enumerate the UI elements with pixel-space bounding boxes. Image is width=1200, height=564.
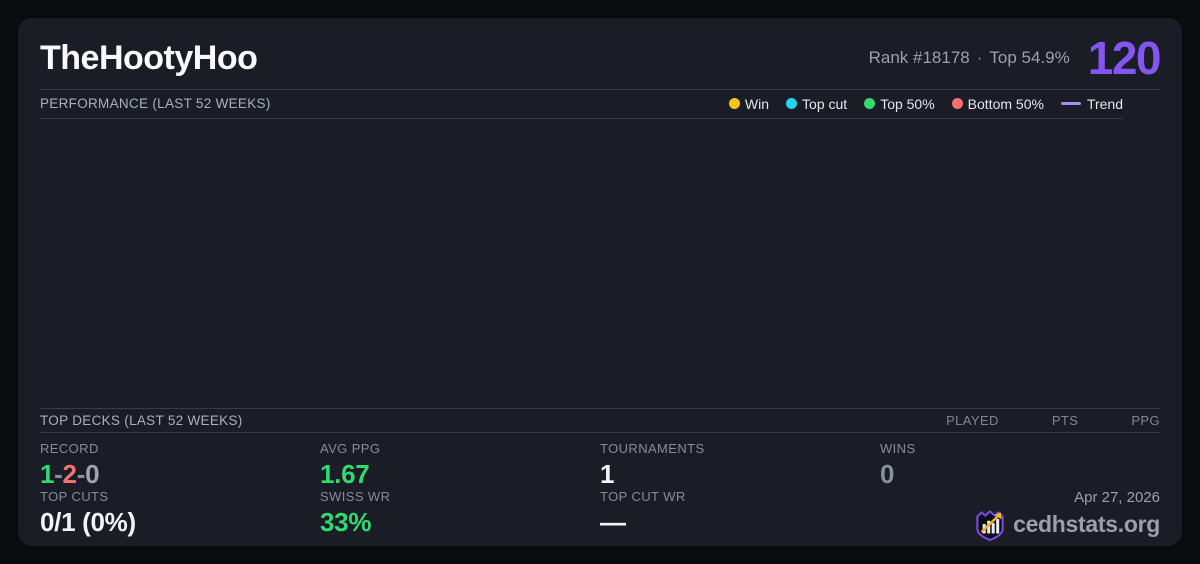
stat-avg-ppg: AVG PPG 1.67: [320, 441, 600, 489]
legend-label: Top cut: [802, 95, 848, 112]
bottom-50-dot-icon: [951, 98, 963, 109]
legend-item-trend: Trend: [1060, 95, 1123, 112]
stat-label: RECORD: [40, 441, 99, 456]
top-cuts-value: 0/1 (0%): [40, 506, 136, 537]
top-cut-wr-value: —: [600, 506, 626, 537]
win-dot-icon: [728, 98, 740, 109]
record-losses: 2: [62, 459, 77, 489]
performance-divider: [40, 118, 1123, 119]
column-header-ppg: PPG: [1131, 412, 1160, 428]
brand-name: cedhstats.org: [1013, 511, 1160, 538]
stat-label: TOURNAMENTS: [600, 441, 705, 456]
column-header-pts: PTS: [1051, 412, 1079, 428]
rank-number: Rank #18178: [868, 47, 970, 67]
stat-tournaments: TOURNAMENTS 1: [600, 441, 880, 489]
stat-label: WINS: [880, 441, 916, 456]
top-decks-bottom-divider: [40, 432, 1160, 433]
performance-chart: [40, 119, 1160, 408]
brand-row: cedhstats.org: [975, 509, 1160, 541]
top-decks-column-headers: PLAYED PTS PPG: [946, 413, 1160, 428]
performance-section-title: PERFORMANCE (LAST 52 WEEKS): [40, 96, 271, 111]
player-name: TheHootyHoo: [40, 38, 258, 77]
legend-item-top-50: Top 50%: [864, 95, 935, 112]
stats-grid: RECORD 1-2-0 AVG PPG 1.67 TOURNAMENTS 1 …: [40, 432, 1160, 541]
card-date: Apr 27, 2026: [1074, 488, 1160, 506]
percentile-text: Top 54.9%: [989, 47, 1070, 67]
record-dash: -: [76, 459, 86, 489]
card-header: TheHootyHoo Rank #18178 · Top 54.9% 120: [40, 18, 1162, 89]
legend-label: Bottom 50%: [967, 95, 1044, 112]
column-header-played: PLAYED: [946, 412, 999, 428]
record-wins: 1: [40, 459, 55, 489]
cedhstats-logo-icon: [976, 509, 1004, 541]
record-value: 1-2-0: [40, 460, 320, 489]
header-right: Rank #18178 · Top 54.9% 120: [869, 31, 1162, 84]
tournaments-value: 1: [600, 459, 615, 489]
stat-label: SWISS WR: [320, 488, 391, 504]
performance-header-row: PERFORMANCE (LAST 52 WEEKS) Win Top cut …: [40, 89, 1123, 118]
record-dash: -: [54, 459, 63, 489]
avg-ppg-value: 1.67: [320, 459, 370, 489]
rank-separator: ·: [976, 47, 983, 67]
rank-text: Rank #18178 · Top 54.9%: [869, 48, 1070, 68]
legend-item-bottom-50: Bottom 50%: [951, 95, 1044, 112]
swiss-wr-value: 33%: [320, 506, 372, 537]
record-draws: 0: [85, 459, 100, 489]
stat-top-cuts: TOP CUTS 0/1 (0%): [40, 489, 320, 541]
wins-value: 0: [880, 459, 895, 489]
header-divider: [40, 89, 1160, 90]
legend-label: Trend: [1086, 95, 1123, 112]
trend-line-icon: [1060, 102, 1081, 105]
stat-top-cut-wr: TOP CUT WR —: [600, 489, 880, 541]
legend-label: Top 50%: [880, 95, 935, 112]
stat-swiss-wr: SWISS WR 33%: [320, 489, 600, 541]
legend-label: Win: [744, 95, 770, 112]
stat-record: RECORD 1-2-0: [40, 441, 320, 489]
top-50-dot-icon: [864, 98, 876, 109]
top-decks-header-row: TOP DECKS (LAST 52 WEEKS) PLAYED PTS PPG: [40, 408, 1160, 432]
player-stats-card: TheHootyHoo Rank #18178 · Top 54.9% 120 PE…: [18, 18, 1182, 546]
stat-label: TOP CUT WR: [600, 488, 686, 504]
stat-wins: WINS 0: [880, 441, 1160, 489]
points-value: 120: [1087, 31, 1162, 84]
top-cut-dot-icon: [786, 98, 798, 109]
top-decks-top-divider: [40, 408, 1160, 409]
legend-item-win: Win: [728, 95, 770, 112]
card-footer: Apr 27, 2026 cedhstats.org: [880, 489, 1160, 541]
stat-label: TOP CUTS: [40, 488, 109, 504]
top-decks-section-title: TOP DECKS (LAST 52 WEEKS): [40, 412, 243, 428]
chart-legend: Win Top cut Top 50% Bottom 50% Trend: [728, 95, 1123, 112]
legend-item-top-cut: Top cut: [786, 96, 847, 112]
stat-label: AVG PPG: [320, 441, 381, 456]
